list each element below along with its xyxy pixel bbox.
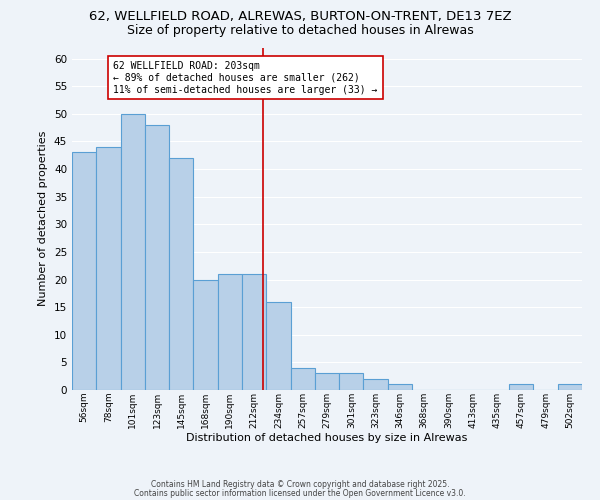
- Bar: [266, 302, 290, 390]
- Bar: [242, 274, 266, 390]
- Bar: [72, 152, 96, 390]
- Bar: [193, 280, 218, 390]
- Bar: [96, 147, 121, 390]
- Bar: [364, 379, 388, 390]
- Bar: [145, 125, 169, 390]
- Bar: [388, 384, 412, 390]
- Text: 62, WELLFIELD ROAD, ALREWAS, BURTON-ON-TRENT, DE13 7EZ: 62, WELLFIELD ROAD, ALREWAS, BURTON-ON-T…: [89, 10, 511, 23]
- Text: Size of property relative to detached houses in Alrewas: Size of property relative to detached ho…: [127, 24, 473, 37]
- Bar: [558, 384, 582, 390]
- Text: Contains HM Land Registry data © Crown copyright and database right 2025.: Contains HM Land Registry data © Crown c…: [151, 480, 449, 489]
- Bar: [339, 374, 364, 390]
- Bar: [509, 384, 533, 390]
- Text: 62 WELLFIELD ROAD: 203sqm
← 89% of detached houses are smaller (262)
11% of semi: 62 WELLFIELD ROAD: 203sqm ← 89% of detac…: [113, 62, 377, 94]
- Bar: [290, 368, 315, 390]
- X-axis label: Distribution of detached houses by size in Alrewas: Distribution of detached houses by size …: [187, 434, 467, 444]
- Bar: [121, 114, 145, 390]
- Y-axis label: Number of detached properties: Number of detached properties: [38, 131, 49, 306]
- Bar: [169, 158, 193, 390]
- Bar: [315, 374, 339, 390]
- Bar: [218, 274, 242, 390]
- Text: Contains public sector information licensed under the Open Government Licence v3: Contains public sector information licen…: [134, 488, 466, 498]
